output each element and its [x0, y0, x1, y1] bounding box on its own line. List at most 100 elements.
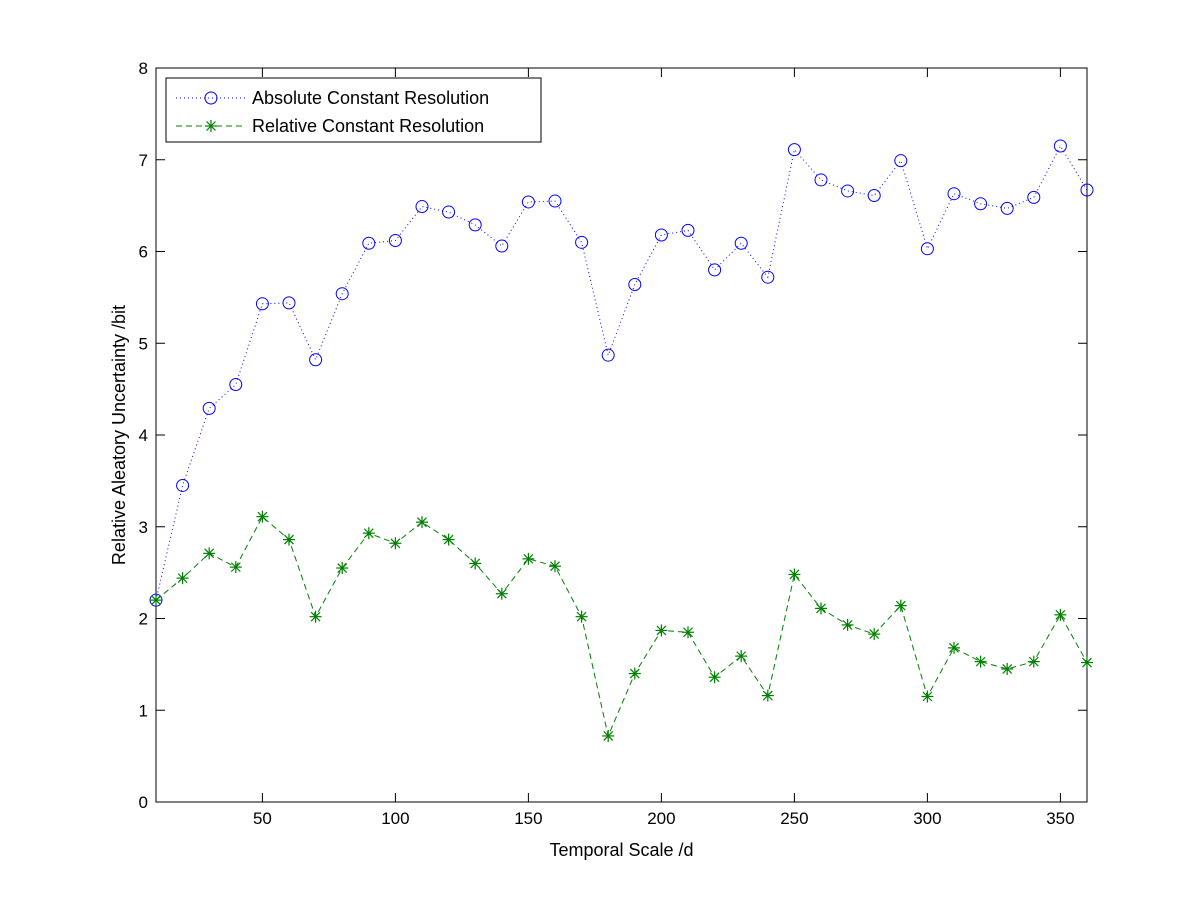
- data-point: [1053, 139, 1067, 153]
- data-point: [202, 401, 216, 415]
- data-point: [495, 239, 509, 253]
- data-point: [362, 236, 376, 250]
- data-point: [815, 602, 827, 615]
- x-axis-title: Temporal Scale /d: [549, 840, 693, 860]
- legend-marker: [204, 91, 218, 105]
- data-point: [1027, 190, 1041, 204]
- data-point: [920, 242, 934, 256]
- series-line: [155, 144, 1088, 601]
- y-tick-label: 4: [139, 426, 148, 445]
- data-point: [229, 561, 242, 574]
- y-axis-title: Relative Aleatory Uncertainty /bit: [109, 305, 129, 565]
- data-point: [735, 650, 748, 663]
- data-point: [601, 348, 615, 362]
- legend-marker: [205, 120, 217, 132]
- data-point: [734, 236, 748, 250]
- data-point: [442, 533, 455, 546]
- legend-label: Relative Constant Resolution: [252, 116, 484, 136]
- y-tick-label: 7: [139, 151, 148, 170]
- data-point: [1001, 662, 1014, 675]
- data-point: [415, 200, 429, 214]
- x-tick-label: 50: [253, 809, 272, 828]
- data-point: [522, 552, 535, 565]
- data-point: [947, 187, 961, 201]
- data-point: [469, 557, 482, 570]
- data-point: [468, 218, 482, 232]
- data-point: [1080, 183, 1094, 197]
- data-point: [708, 263, 722, 277]
- data-point: [495, 587, 508, 600]
- data-point: [708, 671, 721, 684]
- data-point: [974, 197, 988, 211]
- data-point: [761, 689, 774, 702]
- legend: Absolute Constant Resolution Relative Con…: [165, 77, 542, 143]
- data-point: [974, 655, 987, 668]
- data-point: [681, 223, 695, 237]
- data-point: [176, 572, 189, 585]
- data-point: [602, 729, 615, 742]
- data-point: [176, 478, 190, 492]
- data-point: [841, 618, 854, 631]
- data-point: [894, 599, 907, 612]
- series-2: [150, 510, 1093, 742]
- y-tick-label: 8: [139, 59, 148, 78]
- data-point: [1000, 201, 1014, 215]
- data-point: [335, 287, 349, 301]
- plot-area: [155, 67, 1088, 803]
- y-tick-label: 5: [139, 334, 148, 353]
- data-point: [788, 568, 801, 581]
- data-point: [1027, 655, 1040, 668]
- data-point: [787, 143, 801, 157]
- data-point: [867, 189, 881, 203]
- data-point: [575, 610, 588, 623]
- x-tick-label: 250: [780, 809, 808, 828]
- data-point: [921, 690, 934, 703]
- data-point: [203, 547, 216, 560]
- data-point: [1054, 608, 1067, 621]
- data-point: [628, 278, 642, 292]
- y-tick-label: 1: [139, 701, 148, 720]
- x-tick-label: 150: [514, 809, 542, 828]
- data-point: [256, 510, 269, 523]
- data-point: [388, 233, 402, 247]
- y-tick-label: 3: [139, 518, 148, 537]
- data-point: [229, 378, 243, 392]
- data-point: [416, 516, 428, 529]
- y-tick-label: 0: [139, 793, 148, 812]
- data-point: [442, 205, 456, 219]
- data-point: [521, 195, 535, 209]
- data-point: [283, 533, 295, 546]
- data-point: [761, 270, 775, 284]
- data-point: [309, 610, 322, 623]
- data-point: [682, 626, 694, 639]
- data-point: [389, 537, 402, 550]
- axis-ticks: 50 100 150 200 250 300 350 0 1 2 3 4 5 6 7 8: [139, 59, 1087, 828]
- data-point: [549, 560, 561, 573]
- y-tick-label: 2: [139, 610, 148, 629]
- data-point: [150, 594, 162, 607]
- data-point: [654, 228, 668, 242]
- x-tick-label: 300: [913, 809, 941, 828]
- data-point: [336, 562, 349, 575]
- x-tick-label: 350: [1046, 809, 1074, 828]
- data-point: [309, 353, 323, 367]
- data-point: [628, 667, 641, 680]
- data-point: [548, 194, 562, 208]
- x-tick-label: 200: [647, 809, 675, 828]
- series-layer: [149, 139, 1094, 742]
- data-point: [655, 624, 668, 637]
- data-point: [362, 527, 375, 540]
- data-point: [948, 641, 960, 654]
- series-line: [155, 515, 1088, 738]
- legend-box: [165, 77, 542, 143]
- y-tick-label: 6: [139, 243, 148, 262]
- data-point: [1081, 656, 1093, 669]
- legend-label: Absolute Constant Resolution: [252, 88, 489, 108]
- data-point: [575, 235, 589, 249]
- data-point: [282, 296, 296, 310]
- data-point: [255, 297, 269, 311]
- data-point: [868, 628, 881, 641]
- x-tick-label: 100: [381, 809, 409, 828]
- data-point: [841, 184, 855, 198]
